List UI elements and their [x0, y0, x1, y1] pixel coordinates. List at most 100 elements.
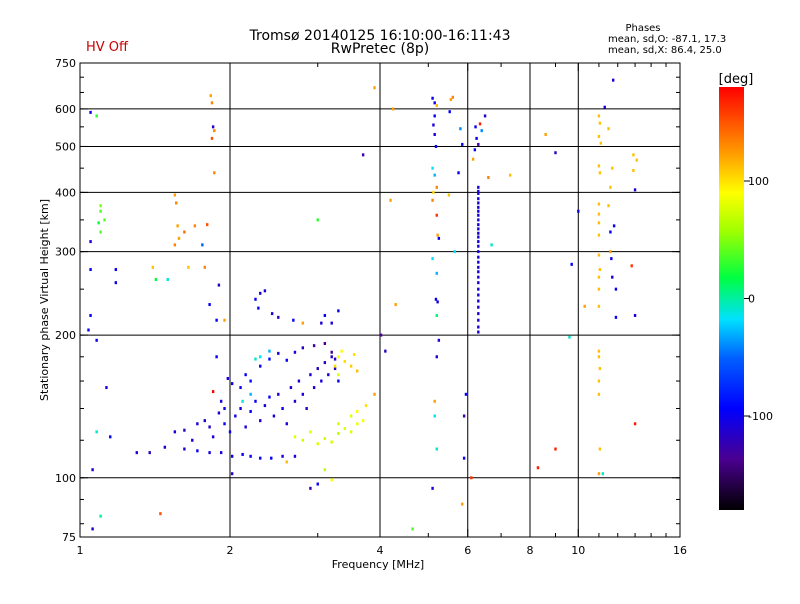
data-point	[316, 482, 319, 486]
phases-title: Phases	[625, 23, 660, 34]
data-point	[272, 414, 276, 418]
data-point	[209, 94, 212, 98]
data-point	[183, 447, 186, 451]
data-point	[208, 451, 211, 455]
data-point	[285, 422, 288, 426]
data-point	[249, 454, 252, 458]
data-point	[99, 209, 102, 213]
data-point	[597, 287, 601, 291]
data-point	[435, 185, 438, 189]
data-point	[433, 414, 436, 418]
y-axis: 75 100 200 300 400 500 600 750	[55, 57, 680, 544]
data-point	[323, 468, 327, 472]
data-point	[173, 430, 177, 434]
data-point	[337, 379, 340, 383]
data-point	[196, 449, 199, 453]
data-point	[244, 373, 247, 377]
data-point	[259, 355, 262, 359]
data-point	[597, 202, 601, 206]
data-point	[211, 125, 215, 129]
y-tick-label: 400	[55, 186, 76, 199]
y-tick-label: 75	[62, 531, 76, 544]
data-point	[597, 253, 601, 257]
data-point	[210, 136, 214, 140]
data-point	[263, 404, 267, 408]
data-point	[490, 243, 493, 247]
y-tick-label: 300	[55, 246, 76, 259]
data-point	[213, 171, 216, 175]
data-point	[391, 107, 395, 111]
colorbar	[719, 87, 744, 510]
data-point	[477, 209, 480, 213]
phases-mean-x: mean, sd,X: 86.4, 25.0	[608, 45, 722, 56]
y-axis-label: Stationary phase Virtual Height [km]	[38, 199, 51, 401]
data-point	[568, 335, 571, 339]
data-point	[431, 166, 434, 170]
data-point	[337, 355, 340, 359]
data-point	[95, 114, 98, 118]
data-point	[323, 313, 327, 317]
data-point	[215, 355, 218, 359]
data-point	[285, 460, 288, 464]
data-point	[89, 240, 92, 244]
data-point	[477, 265, 480, 269]
data-point	[544, 132, 547, 136]
data-point	[89, 110, 92, 114]
data-point	[330, 478, 333, 482]
colorbar-ticks: 100 0 -100	[744, 175, 773, 423]
data-point	[597, 275, 601, 279]
data-point	[301, 346, 305, 350]
x-axis: 1 2 4 6 8 10 16	[77, 63, 687, 557]
data-point	[95, 430, 98, 434]
data-point	[436, 300, 439, 304]
data-point	[337, 373, 340, 377]
data-point	[431, 96, 434, 100]
data-point	[432, 123, 435, 127]
data-point	[597, 472, 601, 476]
data-point	[355, 369, 359, 373]
data-point	[462, 456, 466, 460]
data-point	[281, 454, 284, 458]
data-point	[470, 476, 473, 480]
data-point	[173, 193, 177, 197]
data-point	[437, 338, 441, 342]
data-point	[208, 303, 211, 307]
data-point	[607, 204, 610, 208]
data-point	[449, 98, 453, 102]
data-point	[148, 451, 151, 455]
data-point	[477, 318, 480, 322]
data-point	[599, 141, 603, 145]
data-point	[453, 250, 456, 254]
colorbar-tick-label: 100	[748, 175, 769, 188]
data-point	[95, 338, 98, 342]
data-point	[166, 278, 169, 282]
data-point	[483, 114, 487, 118]
data-point	[570, 262, 573, 266]
data-point	[163, 445, 167, 449]
colorbar-label: [deg]	[719, 72, 754, 87]
data-point	[477, 142, 480, 146]
data-point	[379, 333, 383, 337]
data-point	[477, 231, 480, 235]
data-point	[228, 430, 232, 434]
data-point	[268, 357, 271, 361]
data-point	[603, 105, 606, 109]
data-point	[219, 399, 223, 403]
data-point	[259, 456, 262, 460]
x-tick-label: 6	[464, 544, 471, 557]
data-point	[433, 173, 436, 177]
data-point	[384, 349, 387, 353]
phases-mean-o: mean, sd,O: -87.1, 17.3	[608, 34, 726, 45]
data-point	[632, 168, 635, 172]
data-point	[176, 224, 179, 228]
data-point	[610, 257, 613, 261]
data-point	[297, 379, 301, 383]
data-point	[177, 236, 181, 240]
y-tick-label: 200	[55, 329, 76, 342]
data-point	[173, 243, 177, 247]
data-point	[477, 275, 480, 279]
data-point	[89, 313, 92, 317]
data-point	[183, 428, 186, 432]
data-point	[268, 349, 271, 353]
